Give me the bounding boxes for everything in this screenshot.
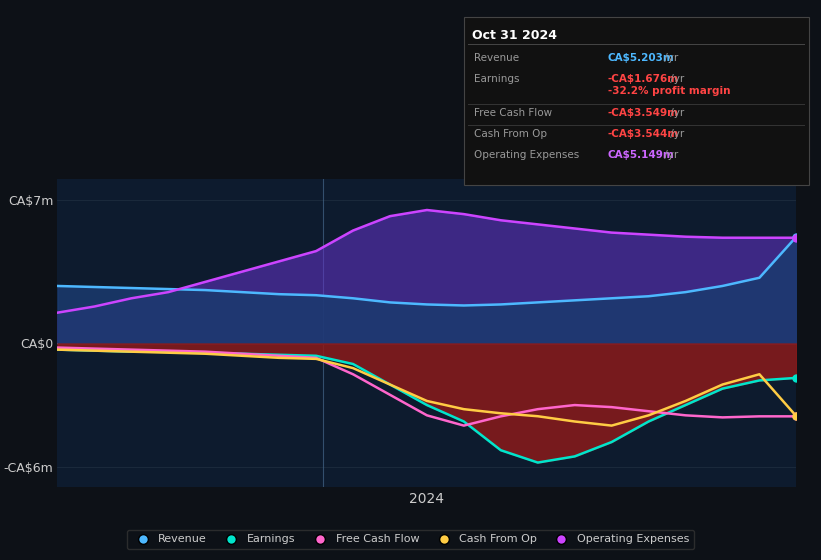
Text: Operating Expenses: Operating Expenses xyxy=(474,150,579,160)
Text: /yr: /yr xyxy=(661,150,678,160)
Text: /yr: /yr xyxy=(667,74,684,84)
Text: Oct 31 2024: Oct 31 2024 xyxy=(472,29,557,42)
Text: /yr: /yr xyxy=(667,129,684,139)
Text: /yr: /yr xyxy=(667,108,684,118)
Legend: Revenue, Earnings, Free Cash Flow, Cash From Op, Operating Expenses: Revenue, Earnings, Free Cash Flow, Cash … xyxy=(127,530,694,549)
Text: -CA$3.544m: -CA$3.544m xyxy=(608,129,679,139)
Text: Earnings: Earnings xyxy=(474,74,519,84)
Text: /yr: /yr xyxy=(661,53,678,63)
Text: Revenue: Revenue xyxy=(474,53,519,63)
Text: -32.2% profit margin: -32.2% profit margin xyxy=(608,86,730,96)
Text: Cash From Op: Cash From Op xyxy=(474,129,547,139)
Text: -CA$3.549m: -CA$3.549m xyxy=(608,108,678,118)
Text: CA$5.203m: CA$5.203m xyxy=(608,53,674,63)
Text: -CA$1.676m: -CA$1.676m xyxy=(608,74,679,84)
Text: CA$5.149m: CA$5.149m xyxy=(608,150,674,160)
Text: Free Cash Flow: Free Cash Flow xyxy=(474,108,552,118)
